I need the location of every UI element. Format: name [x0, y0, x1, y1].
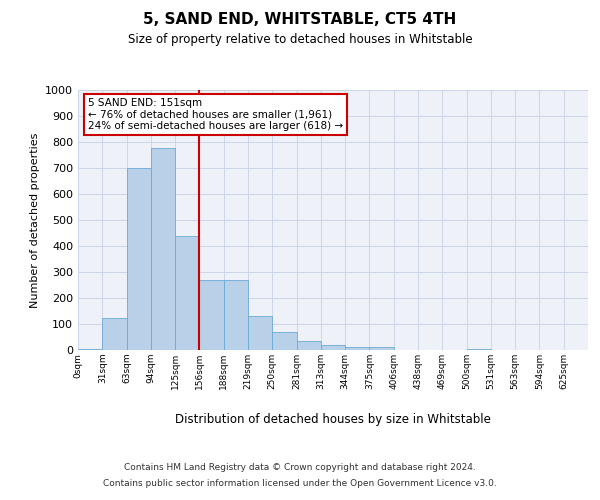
Text: Size of property relative to detached houses in Whitstable: Size of property relative to detached ho… — [128, 32, 472, 46]
Bar — [296, 341, 321, 350]
Bar — [102, 318, 127, 350]
Y-axis label: Number of detached properties: Number of detached properties — [29, 132, 40, 308]
Bar — [370, 348, 394, 350]
Bar — [78, 348, 102, 350]
Bar — [224, 280, 248, 350]
Bar — [175, 236, 199, 350]
Bar — [199, 280, 224, 350]
Bar — [248, 316, 272, 350]
Bar — [467, 348, 491, 350]
Bar — [272, 332, 296, 350]
Text: Contains public sector information licensed under the Open Government Licence v3: Contains public sector information licen… — [103, 479, 497, 488]
Text: Contains HM Land Registry data © Crown copyright and database right 2024.: Contains HM Land Registry data © Crown c… — [124, 462, 476, 471]
Text: 5, SAND END, WHITSTABLE, CT5 4TH: 5, SAND END, WHITSTABLE, CT5 4TH — [143, 12, 457, 28]
Text: 5 SAND END: 151sqm
← 76% of detached houses are smaller (1,961)
24% of semi-deta: 5 SAND END: 151sqm ← 76% of detached hou… — [88, 98, 343, 131]
Text: Distribution of detached houses by size in Whitstable: Distribution of detached houses by size … — [175, 412, 491, 426]
Bar — [321, 345, 345, 350]
Bar — [345, 348, 370, 350]
Bar — [127, 168, 151, 350]
Bar — [151, 148, 175, 350]
